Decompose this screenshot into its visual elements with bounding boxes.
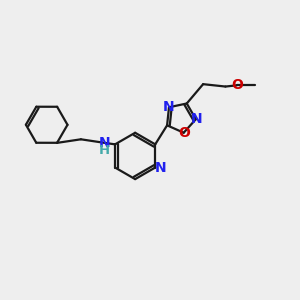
Text: H: H — [99, 144, 110, 157]
Text: N: N — [190, 112, 202, 126]
Text: N: N — [99, 136, 110, 150]
Text: N: N — [163, 100, 174, 114]
Text: O: O — [231, 78, 243, 92]
Text: O: O — [178, 126, 190, 140]
Text: N: N — [155, 160, 167, 175]
